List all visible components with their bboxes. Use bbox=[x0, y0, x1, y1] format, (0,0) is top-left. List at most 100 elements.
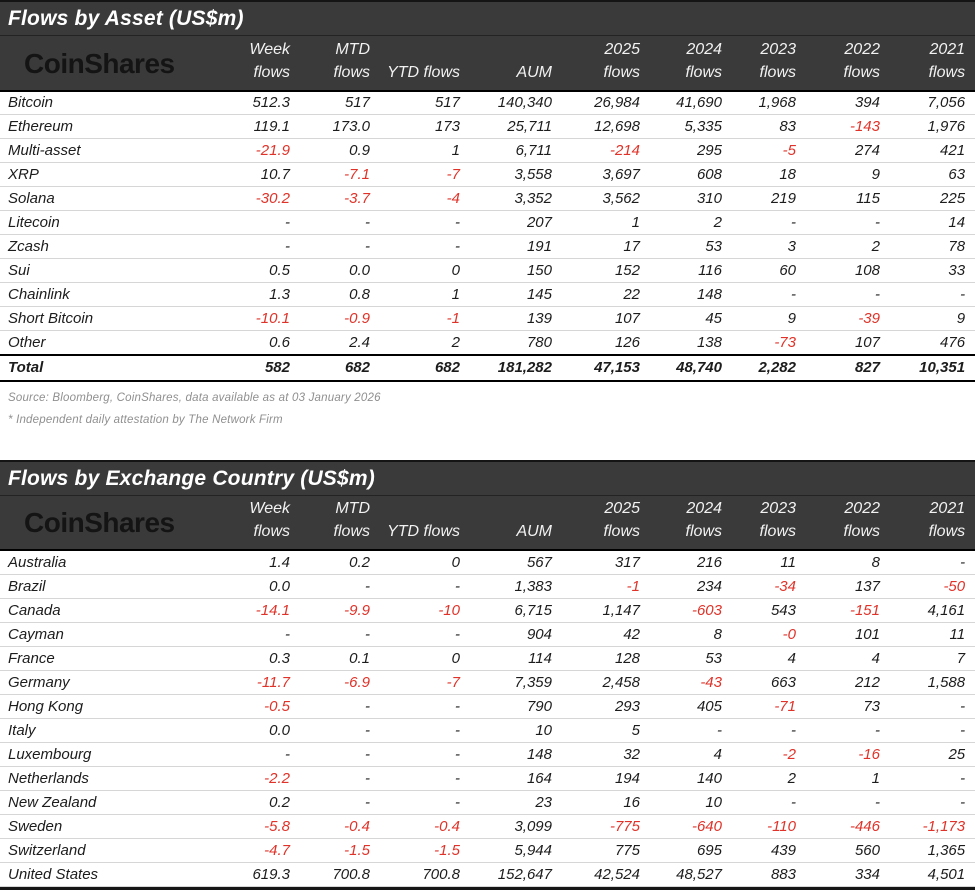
value-cell: 33 bbox=[890, 258, 975, 283]
value-cell: 10,351 bbox=[890, 353, 975, 382]
row-label: Litecoin bbox=[0, 210, 190, 235]
value-cell: 225 bbox=[890, 186, 975, 211]
value-cell: 1.4 bbox=[190, 550, 300, 575]
value-cell: - bbox=[890, 550, 975, 575]
value-cell: - bbox=[380, 790, 470, 815]
value-cell: - bbox=[732, 282, 806, 307]
value-cell: -0 bbox=[732, 622, 806, 647]
table-row: Chainlink 1.3 0.8 1 145 22 148- - - bbox=[0, 282, 975, 307]
value-cell: 0.5 bbox=[190, 258, 300, 283]
asset-column-header-row: CoinShares Week flows MTD flows YTD flows AUM… bbox=[0, 35, 975, 92]
value-cell: 2,458 bbox=[562, 670, 650, 695]
country-table-title: Flows by Exchange Country (US$m) bbox=[0, 459, 975, 496]
value-cell: -11.7 bbox=[190, 670, 300, 695]
value-cell: 8 bbox=[806, 550, 890, 575]
value-cell: 194 bbox=[562, 766, 650, 791]
value-cell: 11 bbox=[890, 622, 975, 647]
table-row: France 0.3 0.1 0 114 128 53 4 4 7 bbox=[0, 646, 975, 671]
value-cell: 78 bbox=[890, 234, 975, 259]
value-cell: 107 bbox=[562, 306, 650, 331]
value-cell: 5,944 bbox=[470, 838, 562, 863]
value-cell: 0.0 bbox=[300, 258, 380, 283]
value-cell: - bbox=[380, 694, 470, 719]
value-cell: 1,968 bbox=[732, 90, 806, 115]
value-cell: - bbox=[190, 210, 300, 235]
value-cell: 7 bbox=[890, 646, 975, 671]
asset-table-body: Bitcoin 512.3 517 517 140,340 26,984 41,690 1,9… bbox=[0, 90, 975, 382]
row-label: Chainlink bbox=[0, 282, 190, 307]
value-cell: 53 bbox=[650, 234, 732, 259]
value-cell: - bbox=[300, 766, 380, 791]
value-cell: - bbox=[300, 694, 380, 719]
value-cell: - bbox=[380, 766, 470, 791]
value-cell: 560 bbox=[806, 838, 890, 863]
value-cell: - bbox=[890, 694, 975, 719]
country-table-title-row: Flows by Exchange Country (US$m) bbox=[0, 459, 975, 496]
value-cell: - bbox=[732, 790, 806, 815]
value-cell: -9.9 bbox=[300, 598, 380, 623]
value-cell: - bbox=[380, 718, 470, 743]
value-cell: 83 bbox=[732, 114, 806, 139]
row-label: Hong Kong bbox=[0, 694, 190, 719]
value-cell: -14.1 bbox=[190, 598, 300, 623]
value-cell: -214 bbox=[562, 138, 650, 163]
value-cell: 293 bbox=[562, 694, 650, 719]
column-header: MTD flows bbox=[300, 35, 380, 92]
value-cell: 543 bbox=[732, 598, 806, 623]
value-cell: -603 bbox=[650, 598, 732, 623]
value-cell: 41,690 bbox=[650, 90, 732, 115]
value-cell: -446 bbox=[806, 814, 890, 839]
row-label: New Zealand bbox=[0, 790, 190, 815]
value-cell: -43 bbox=[650, 670, 732, 695]
column-header: AUM bbox=[470, 495, 562, 551]
row-label: Solana bbox=[0, 186, 190, 211]
value-cell: 476 bbox=[890, 330, 975, 355]
value-cell: 310 bbox=[650, 186, 732, 211]
value-cell: 780 bbox=[470, 330, 562, 355]
value-cell: 2 bbox=[650, 210, 732, 235]
column-header: Week flows bbox=[190, 35, 300, 92]
table-row: Switzerland -4.7 -1.5 -1.5 5,944 775 695 439 560… bbox=[0, 838, 975, 863]
value-cell: 207 bbox=[470, 210, 562, 235]
value-cell: -1 bbox=[562, 574, 650, 599]
value-cell: 126 bbox=[562, 330, 650, 355]
value-cell: 1 bbox=[806, 766, 890, 791]
table-row: Netherlands -2.2- -164 194 140 2 1- bbox=[0, 766, 975, 791]
value-cell: -73 bbox=[732, 330, 806, 355]
value-cell: 512.3 bbox=[190, 90, 300, 115]
value-cell: -7.1 bbox=[300, 162, 380, 187]
row-label: XRP bbox=[0, 162, 190, 187]
column-header: 2021 flows bbox=[890, 495, 975, 551]
value-cell: 1 bbox=[380, 138, 470, 163]
value-cell: 2.4 bbox=[300, 330, 380, 355]
value-cell: 4 bbox=[806, 646, 890, 671]
value-cell: 4,161 bbox=[890, 598, 975, 623]
value-cell: -3.7 bbox=[300, 186, 380, 211]
value-cell: -1.5 bbox=[380, 838, 470, 863]
value-cell: 2,282 bbox=[732, 353, 806, 382]
value-cell: 3,352 bbox=[470, 186, 562, 211]
value-cell: 0.1 bbox=[300, 646, 380, 671]
value-cell: 14 bbox=[890, 210, 975, 235]
table-row: Germany -11.7 -6.9 -7 7,359 2,458 -43 663 212 1,5… bbox=[0, 670, 975, 695]
table-row: Sweden -5.8 -0.4 -0.4 3,099 -775 -640 -110 -446-… bbox=[0, 814, 975, 839]
value-cell: 116 bbox=[650, 258, 732, 283]
value-cell: 0 bbox=[380, 646, 470, 671]
value-cell: 107 bbox=[806, 330, 890, 355]
value-cell: - bbox=[190, 234, 300, 259]
value-cell: - bbox=[190, 742, 300, 767]
value-cell: 567 bbox=[470, 550, 562, 575]
table-row: Italy 0.0- -10 5- - - - bbox=[0, 718, 975, 743]
value-cell: 140,340 bbox=[470, 90, 562, 115]
value-cell: 10.7 bbox=[190, 162, 300, 187]
value-cell: - bbox=[890, 790, 975, 815]
table-row: Zcash - - -191 17 53 3 2 78 bbox=[0, 234, 975, 259]
row-label: Other bbox=[0, 330, 190, 355]
column-header: YTD flows bbox=[380, 495, 470, 551]
value-cell: 0.0 bbox=[190, 574, 300, 599]
value-cell: 53 bbox=[650, 646, 732, 671]
value-cell: 0.0 bbox=[190, 718, 300, 743]
value-cell: 234 bbox=[650, 574, 732, 599]
value-cell: - bbox=[890, 766, 975, 791]
